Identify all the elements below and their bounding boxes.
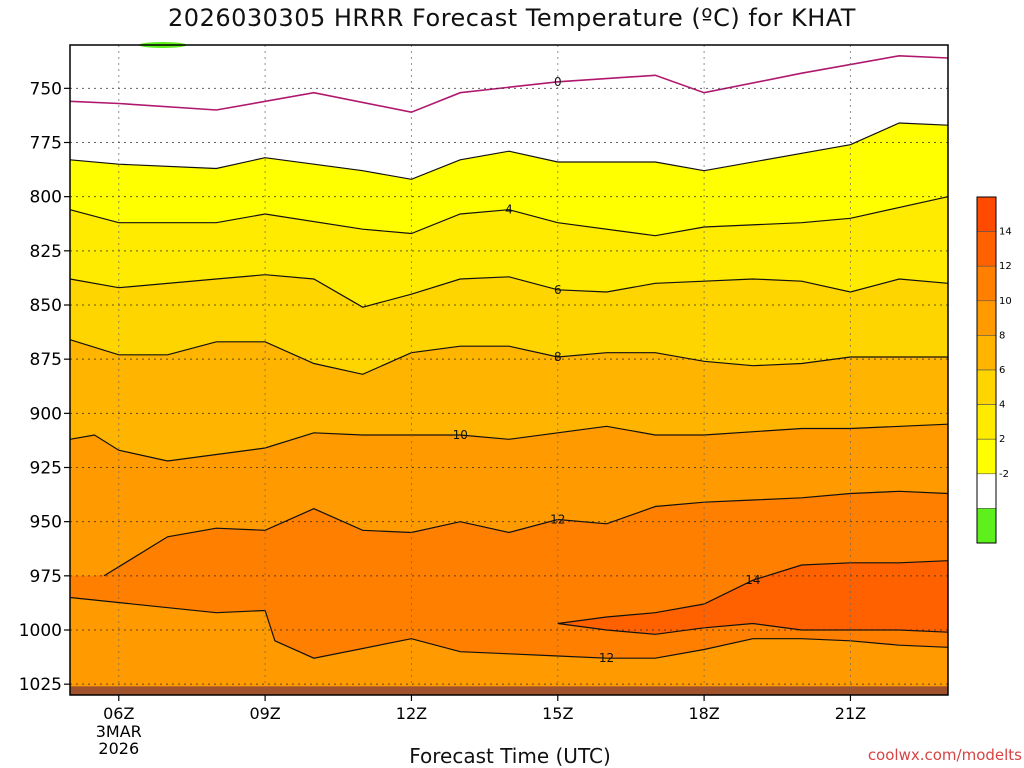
date-label: 2026	[98, 739, 139, 758]
colorbar-swatch	[976, 404, 997, 440]
colorbar: 14 12 10 8 6 4 2 -2	[976, 196, 1012, 544]
x-tick-label: 12Z	[396, 704, 427, 723]
y-tick-label: 775	[30, 134, 62, 154]
contour-6-3	[69, 274, 949, 308]
colorbar-swatch	[976, 231, 997, 267]
band-near-surface	[70, 597, 948, 695]
x-tick-label: 06Z	[103, 704, 134, 723]
band-6-8	[70, 274, 948, 375]
y-tick-label: 925	[30, 459, 62, 479]
x-tick-label: 21Z	[835, 704, 866, 723]
credit-link[interactable]: coolwx.com/modelts	[867, 746, 1022, 764]
y-axis: 750 775 800 825 850 875 900 925 950 975 1000 1025	[19, 79, 70, 695]
colorbar-swatch	[976, 473, 997, 509]
y-tick-label: 1000	[19, 621, 62, 641]
temperature-bands	[70, 42, 948, 695]
y-tick-label: 825	[30, 242, 62, 262]
colorbar-swatch	[976, 196, 997, 232]
contour-label: 12	[599, 651, 614, 665]
contour-2-1	[69, 122, 949, 180]
y-tick-label: 750	[30, 79, 62, 99]
contour-label: 10	[453, 428, 468, 442]
plot-frame	[69, 44, 949, 696]
x-tick-label: 15Z	[542, 704, 573, 723]
colorbar-swatch	[976, 438, 997, 475]
colorbar-label: 8	[999, 330, 1005, 341]
contour-0-0	[69, 54, 949, 114]
x-tick-label: 18Z	[688, 704, 719, 723]
colorbar-label: -2	[999, 469, 1009, 480]
contour-label: 4	[505, 203, 513, 217]
colorbar-label: 2	[999, 434, 1005, 445]
date-label: 3MAR	[96, 722, 142, 741]
colorbar-swatch	[976, 369, 997, 405]
colorbar-swatch	[976, 335, 997, 371]
ground-strip	[70, 686, 948, 695]
y-tick-label: 975	[30, 567, 62, 587]
grid-lines	[70, 45, 948, 695]
y-tick-label: 950	[30, 513, 62, 533]
band-below-0	[70, 45, 948, 113]
y-tick-label: 1025	[19, 675, 62, 695]
y-tick-label: 800	[30, 188, 62, 208]
contour-14-7	[557, 560, 949, 625]
colorbar-swatch	[976, 300, 997, 336]
contour-label: 6	[554, 283, 562, 297]
contour-12_5-8	[557, 622, 949, 635]
chart-title: 2026030305 HRRR Forecast Temperature (ºC…	[168, 4, 856, 32]
colorbar-label: 6	[999, 365, 1005, 376]
colorbar-swatch	[976, 265, 997, 302]
band-8-10	[70, 339, 948, 461]
contour-8-4	[69, 339, 948, 375]
colorbar-label: 4	[999, 400, 1005, 411]
x-axis-label: Forecast Time (UTC)	[409, 744, 611, 768]
y-tick-label: 850	[30, 296, 62, 316]
band-2-4	[70, 123, 948, 236]
contour-label: 14	[745, 573, 760, 587]
colorbar-label: 12	[999, 261, 1012, 272]
x-tick-label: 09Z	[249, 704, 280, 723]
y-tick-label: 875	[30, 350, 62, 370]
colorbar-label: 10	[999, 296, 1012, 307]
colorbar-label: 14	[999, 227, 1012, 238]
band-0-2	[70, 55, 948, 180]
contour-12-6	[103, 490, 949, 577]
colorbar-swatch	[976, 508, 997, 544]
colorbar-frame	[976, 196, 997, 544]
contour-12-9	[69, 596, 949, 659]
band-10-12	[70, 424, 948, 576]
contour-4-2	[69, 196, 949, 237]
contour-10-5	[69, 423, 949, 462]
y-tick-label: 900	[30, 404, 62, 424]
